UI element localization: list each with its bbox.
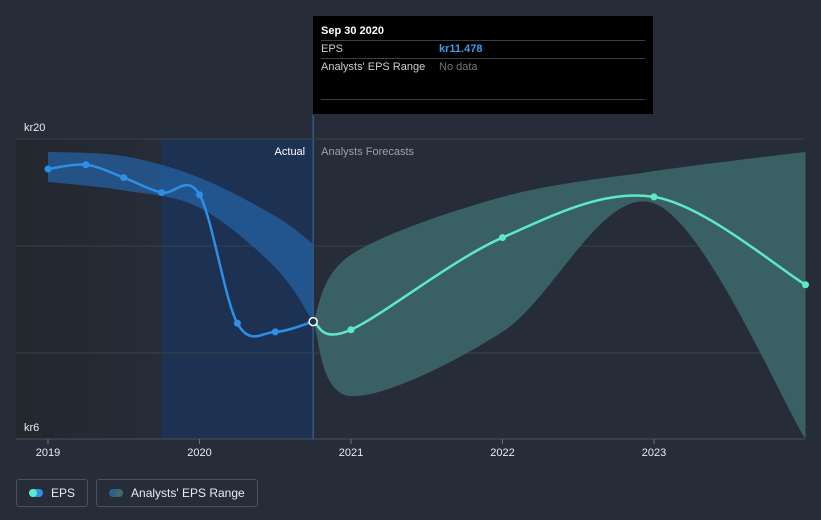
hover-marker [308,316,318,327]
tooltip: Sep 30 2020 EPS kr11.478 Analysts' EPS R… [313,16,653,114]
x-tick-label: 2019 [36,447,60,459]
tooltip-row-range: Analysts' EPS Range No data [321,58,645,76]
legend-item-range[interactable]: Analysts' EPS Range [96,479,258,507]
x-tick-label: 2022 [490,447,514,459]
legend-item-eps[interactable]: EPS [16,479,89,507]
tooltip-divider [321,99,645,100]
eps-actual-point [196,191,203,199]
tooltip-eps-label: EPS [321,43,344,55]
y-tick-label-top: kr20 [24,122,45,134]
x-tick-label: 2020 [187,447,211,459]
eps-actual-point [120,174,128,182]
range-swatch-icon [109,489,124,497]
eps-actual-point [158,189,166,197]
tooltip-range-label: Analysts' EPS Range [321,61,426,73]
tooltip-range-value: No data [439,61,478,73]
forecast-region-label: Analysts Forecasts [321,146,414,158]
eps-forecast-point [650,193,658,201]
legend-range-label: Analysts' EPS Range [131,486,245,500]
eps-forecast-point [347,326,355,334]
eps-swatch-icon [29,489,43,497]
eps-actual-point [233,319,241,327]
eps-actual-line [47,163,314,338]
tooltip-date: Sep 30 2020 [321,25,384,37]
eps-forecast-point [499,234,506,242]
x-tick-label: 2021 [339,447,363,459]
eps-actual-point [44,165,52,173]
tooltip-row-eps: EPS kr11.478 [321,40,645,58]
x-tick-label: 2023 [642,447,666,459]
tooltip-eps-value: kr11.478 [439,43,483,55]
eps-actual-point [271,328,279,336]
eps-chart: kr20 kr6 Actual Analysts Forecasts 2019 2020 2… [16,115,809,459]
eps-actual-point [82,161,90,169]
forecast-eps-range-band [313,151,806,439]
actual-region-label: Actual [275,146,306,158]
eps-forecast-point [802,281,809,289]
legend: EPS Analysts' EPS Range [16,479,258,507]
legend-eps-label: EPS [51,486,76,500]
y-tick-label-bottom: kr6 [24,422,39,434]
